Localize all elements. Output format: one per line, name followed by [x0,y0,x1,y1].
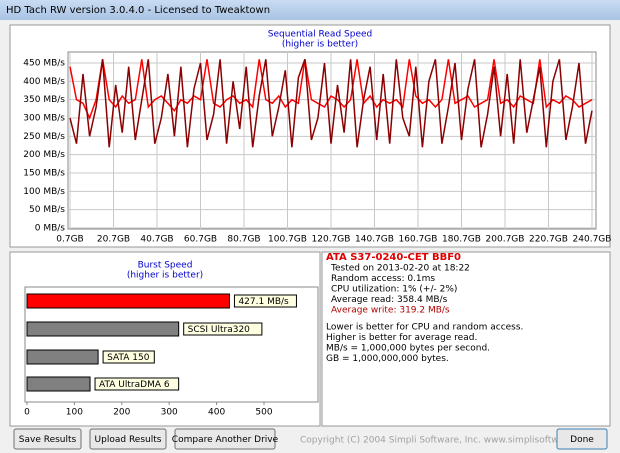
x-tick-label: 160.7GB [399,235,438,245]
info-note: Lower is better for CPU and random acces… [326,323,523,333]
x-tick-label: 400 [208,408,225,418]
button-label[interactable]: Upload Results [95,435,162,445]
panel [321,251,611,427]
bar [26,349,99,365]
x-tick-label: 40.7GB [140,235,173,245]
bar-label: SATA 150 [107,353,150,363]
y-tick-label: 300 MB/s [23,114,65,124]
button-label[interactable]: Done [570,435,594,445]
bar [26,293,230,309]
info-note: GB = 1,000,000,000 bytes. [326,354,449,364]
x-tick-label: 300 [161,408,178,418]
y-tick-label: 150 MB/s [23,169,65,179]
info-line: CPU utilization: 1% (+/- 2%) [331,285,457,295]
x-tick-label: 180.7GB [442,235,481,245]
button[interactable] [89,428,167,450]
y-tick-label: 0 MB/s [35,224,66,234]
info-line: Average read: 358.4 MB/s [331,295,448,305]
bar-label: ATA UltraDMA 6 [99,380,170,390]
x-tick-label: 200.7GB [486,235,525,245]
x-tick-label: 220.7GB [529,235,568,245]
info-line: Tested on 2013-02-20 at 18:22 [330,264,470,274]
x-tick-label: 80.7GB [227,235,260,245]
button[interactable] [13,428,82,450]
chart-subtitle: (higher is better) [127,271,203,281]
y-tick-label: 200 MB/s [23,150,65,160]
x-tick-label: 0 [24,408,30,418]
x-tick-label: 240.7GB [573,235,612,245]
label-box [183,322,263,336]
y-tick-label: 400 MB/s [23,77,65,87]
chart-title: Sequential Read Speed [268,30,373,40]
window-title: HD Tach RW version 3.0.4.0 - Licensed to… [6,5,270,16]
copyright: Copyright (C) 2004 Simpli Software, Inc.… [300,436,595,446]
x-tick-label: 20.7GB [97,235,130,245]
button-label[interactable]: Save Results [19,435,77,445]
x-tick-label: 0.7GB [56,235,83,245]
title-bar [0,0,620,20]
line-series [69,59,593,148]
x-tick-label: 120.7GB [312,235,351,245]
label-box [233,294,297,308]
x-tick-label: 60.7GB [184,235,217,245]
y-tick-label: 350 MB/s [23,95,65,105]
y-tick-label: 100 MB/s [23,187,65,197]
info-note: Higher is better for average read. [326,333,477,343]
x-tick-label: 500 [255,408,272,418]
bar [26,321,180,337]
bar [26,376,91,392]
chart-title: Burst Speed [138,261,193,271]
button[interactable] [556,428,608,450]
label-box [94,377,180,391]
button-label[interactable]: Compare Another Drive [172,435,279,445]
bar-label: SCSI Ultra320 [188,325,251,335]
info-line: Random access: 0.1ms [331,274,435,284]
y-tick-label: 450 MB/s [23,59,65,69]
button[interactable] [174,428,276,450]
x-tick-label: 200 [113,408,130,418]
info-line: Average write: 319.2 MB/s [331,306,450,316]
y-tick-label: 50 MB/s [29,205,65,215]
x-tick-label: 140.7GB [355,235,394,245]
drive-name: ATA S37-0240-CET BBF0 [326,252,461,263]
info-note: MB/s = 1,000,000 bytes per second. [326,344,490,354]
y-tick-label: 250 MB/s [23,132,65,142]
label-box [102,350,155,364]
bar-label: 427.1 MB/s [238,297,289,307]
x-tick-label: 100.7GB [268,235,307,245]
x-tick-label: 100 [66,408,83,418]
chart-subtitle: (higher is better) [282,40,358,50]
